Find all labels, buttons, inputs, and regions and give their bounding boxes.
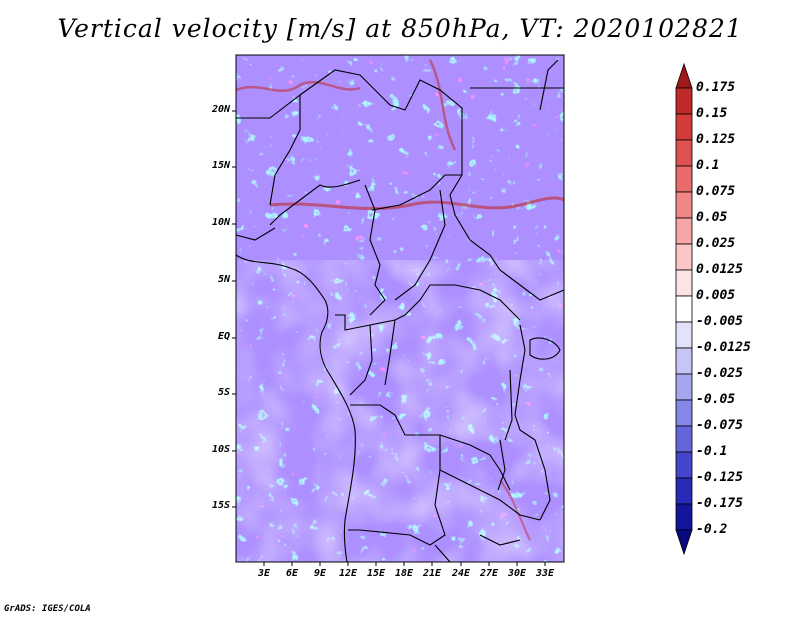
colorbar-segment [675,295,693,323]
colorbar-arrow-top [675,62,693,89]
lat-label: EQ [217,331,230,342]
lon-label: 12E [338,568,358,579]
lon-label: 3E [257,568,271,579]
lon-label: 18E [394,568,414,579]
colorbar-label: -0.05 [696,392,736,407]
lon-label: 15E [366,568,386,579]
lat-ticks [232,110,236,508]
lon-label: 33E [535,568,555,579]
colorbar-label: 0.025 [696,236,736,251]
colorbar-segment [675,477,693,505]
lat-label: 5N [217,274,230,285]
colorbar-label: -0.005 [696,314,743,329]
lon-label: 6E [285,568,299,579]
colorbar-segment [675,373,693,401]
colorbar-segment [675,87,693,115]
colorbar-label: 0.0125 [696,262,743,277]
lat-label: 10S [211,444,230,455]
lat-label: 5S [217,387,230,398]
lon-label: 24E [451,568,471,579]
colorbar-segment [675,347,693,375]
map-title: Vertical velocity [m/s] at 850hPa, VT: 2… [57,14,743,43]
velocity-field [236,55,564,562]
lon-label: 30E [507,568,527,579]
colorbar-label: 0.05 [696,210,728,225]
colorbar-segment [675,451,693,479]
lat-label: 20N [211,104,230,115]
lon-label: 27E [479,568,499,579]
colorbar-arrow-bottom [675,529,693,556]
colorbar-label: -0.025 [696,366,743,381]
colorbar-label: -0.0125 [696,340,751,355]
colorbar-label: 0.075 [696,184,736,199]
colorbar-label: 0.125 [696,132,736,147]
lat-label: 15N [211,160,230,171]
colorbar-segment [675,503,693,531]
lon-label: 21E [422,568,442,579]
colorbar [675,62,693,556]
colorbar-segment [675,243,693,271]
colorbar-segment [675,217,693,245]
lat-label: 15S [211,500,230,511]
colorbar-label: -0.175 [696,496,743,511]
colorbar-label: 0.15 [696,106,728,121]
map-frame [235,54,565,563]
colorbar-segment [675,113,693,141]
lon-ticks [263,562,546,566]
colorbar-label: -0.1 [696,444,728,459]
colorbar-label: 0.1 [696,158,720,173]
colorbar-label: -0.075 [696,418,743,433]
colorbar-label: 0.175 [696,80,736,95]
colorbar-label: -0.125 [696,470,743,485]
lat-label: 10N [211,217,230,228]
colorbar-label: 0.005 [696,288,736,303]
colorbar-segment [675,139,693,167]
colorbar-segment [675,399,693,427]
colorbar-segment [675,191,693,219]
colorbar-label: -0.2 [696,522,728,537]
colorbar-segment [675,321,693,349]
credit-text: GrADS: IGES/COLA [4,604,91,614]
colorbar-segment [675,165,693,193]
colorbar-segment [675,425,693,453]
country-borders [235,59,565,563]
colorbar-segment [675,269,693,297]
lon-label: 9E [313,568,327,579]
